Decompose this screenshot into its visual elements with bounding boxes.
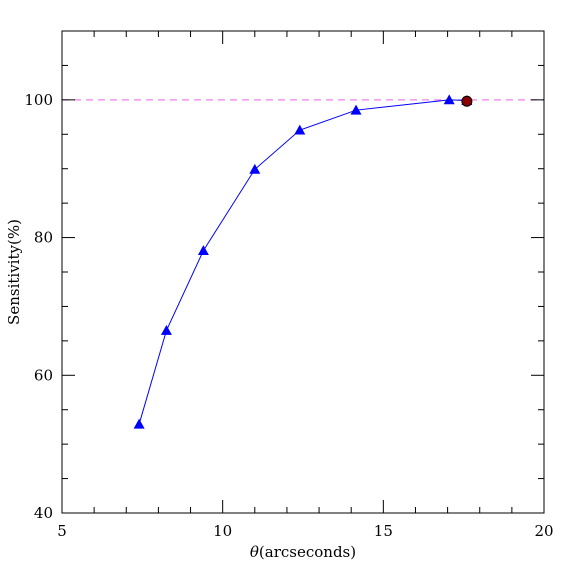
x-tick-label: 20	[534, 522, 553, 540]
data-point-triangle	[160, 325, 172, 335]
y-tick-label: 40	[34, 504, 53, 522]
series-layer	[133, 94, 473, 429]
x-axis-label-text: (arcseconds)	[259, 543, 356, 561]
x-axis-label: θ(arcseconds)	[250, 543, 356, 561]
series-line	[138, 99, 467, 425]
y-axis-label: Sensitivity(%)	[5, 219, 23, 325]
data-point-triangle	[443, 94, 455, 105]
y-tick-label: 80	[34, 229, 53, 247]
y-tick-label: 100	[24, 91, 53, 109]
x-tick-label: 10	[213, 522, 232, 540]
x-tick-label: 5	[57, 522, 67, 540]
data-point-triangle	[249, 163, 261, 174]
data-point-triangle	[133, 418, 145, 429]
plot-frame	[61, 30, 545, 514]
x-tick-label: 15	[374, 522, 393, 540]
data-point-triangle	[197, 245, 209, 256]
y-tick-label: 60	[34, 366, 53, 384]
x-axis-label-symbol: θ	[250, 543, 259, 561]
tick-labels-layer: 5 10 15 20 40 60 80 100	[24, 91, 553, 540]
data-point-triangle	[350, 104, 362, 115]
data-point-triangle	[294, 124, 306, 135]
highlight-point-circle	[461, 95, 473, 107]
